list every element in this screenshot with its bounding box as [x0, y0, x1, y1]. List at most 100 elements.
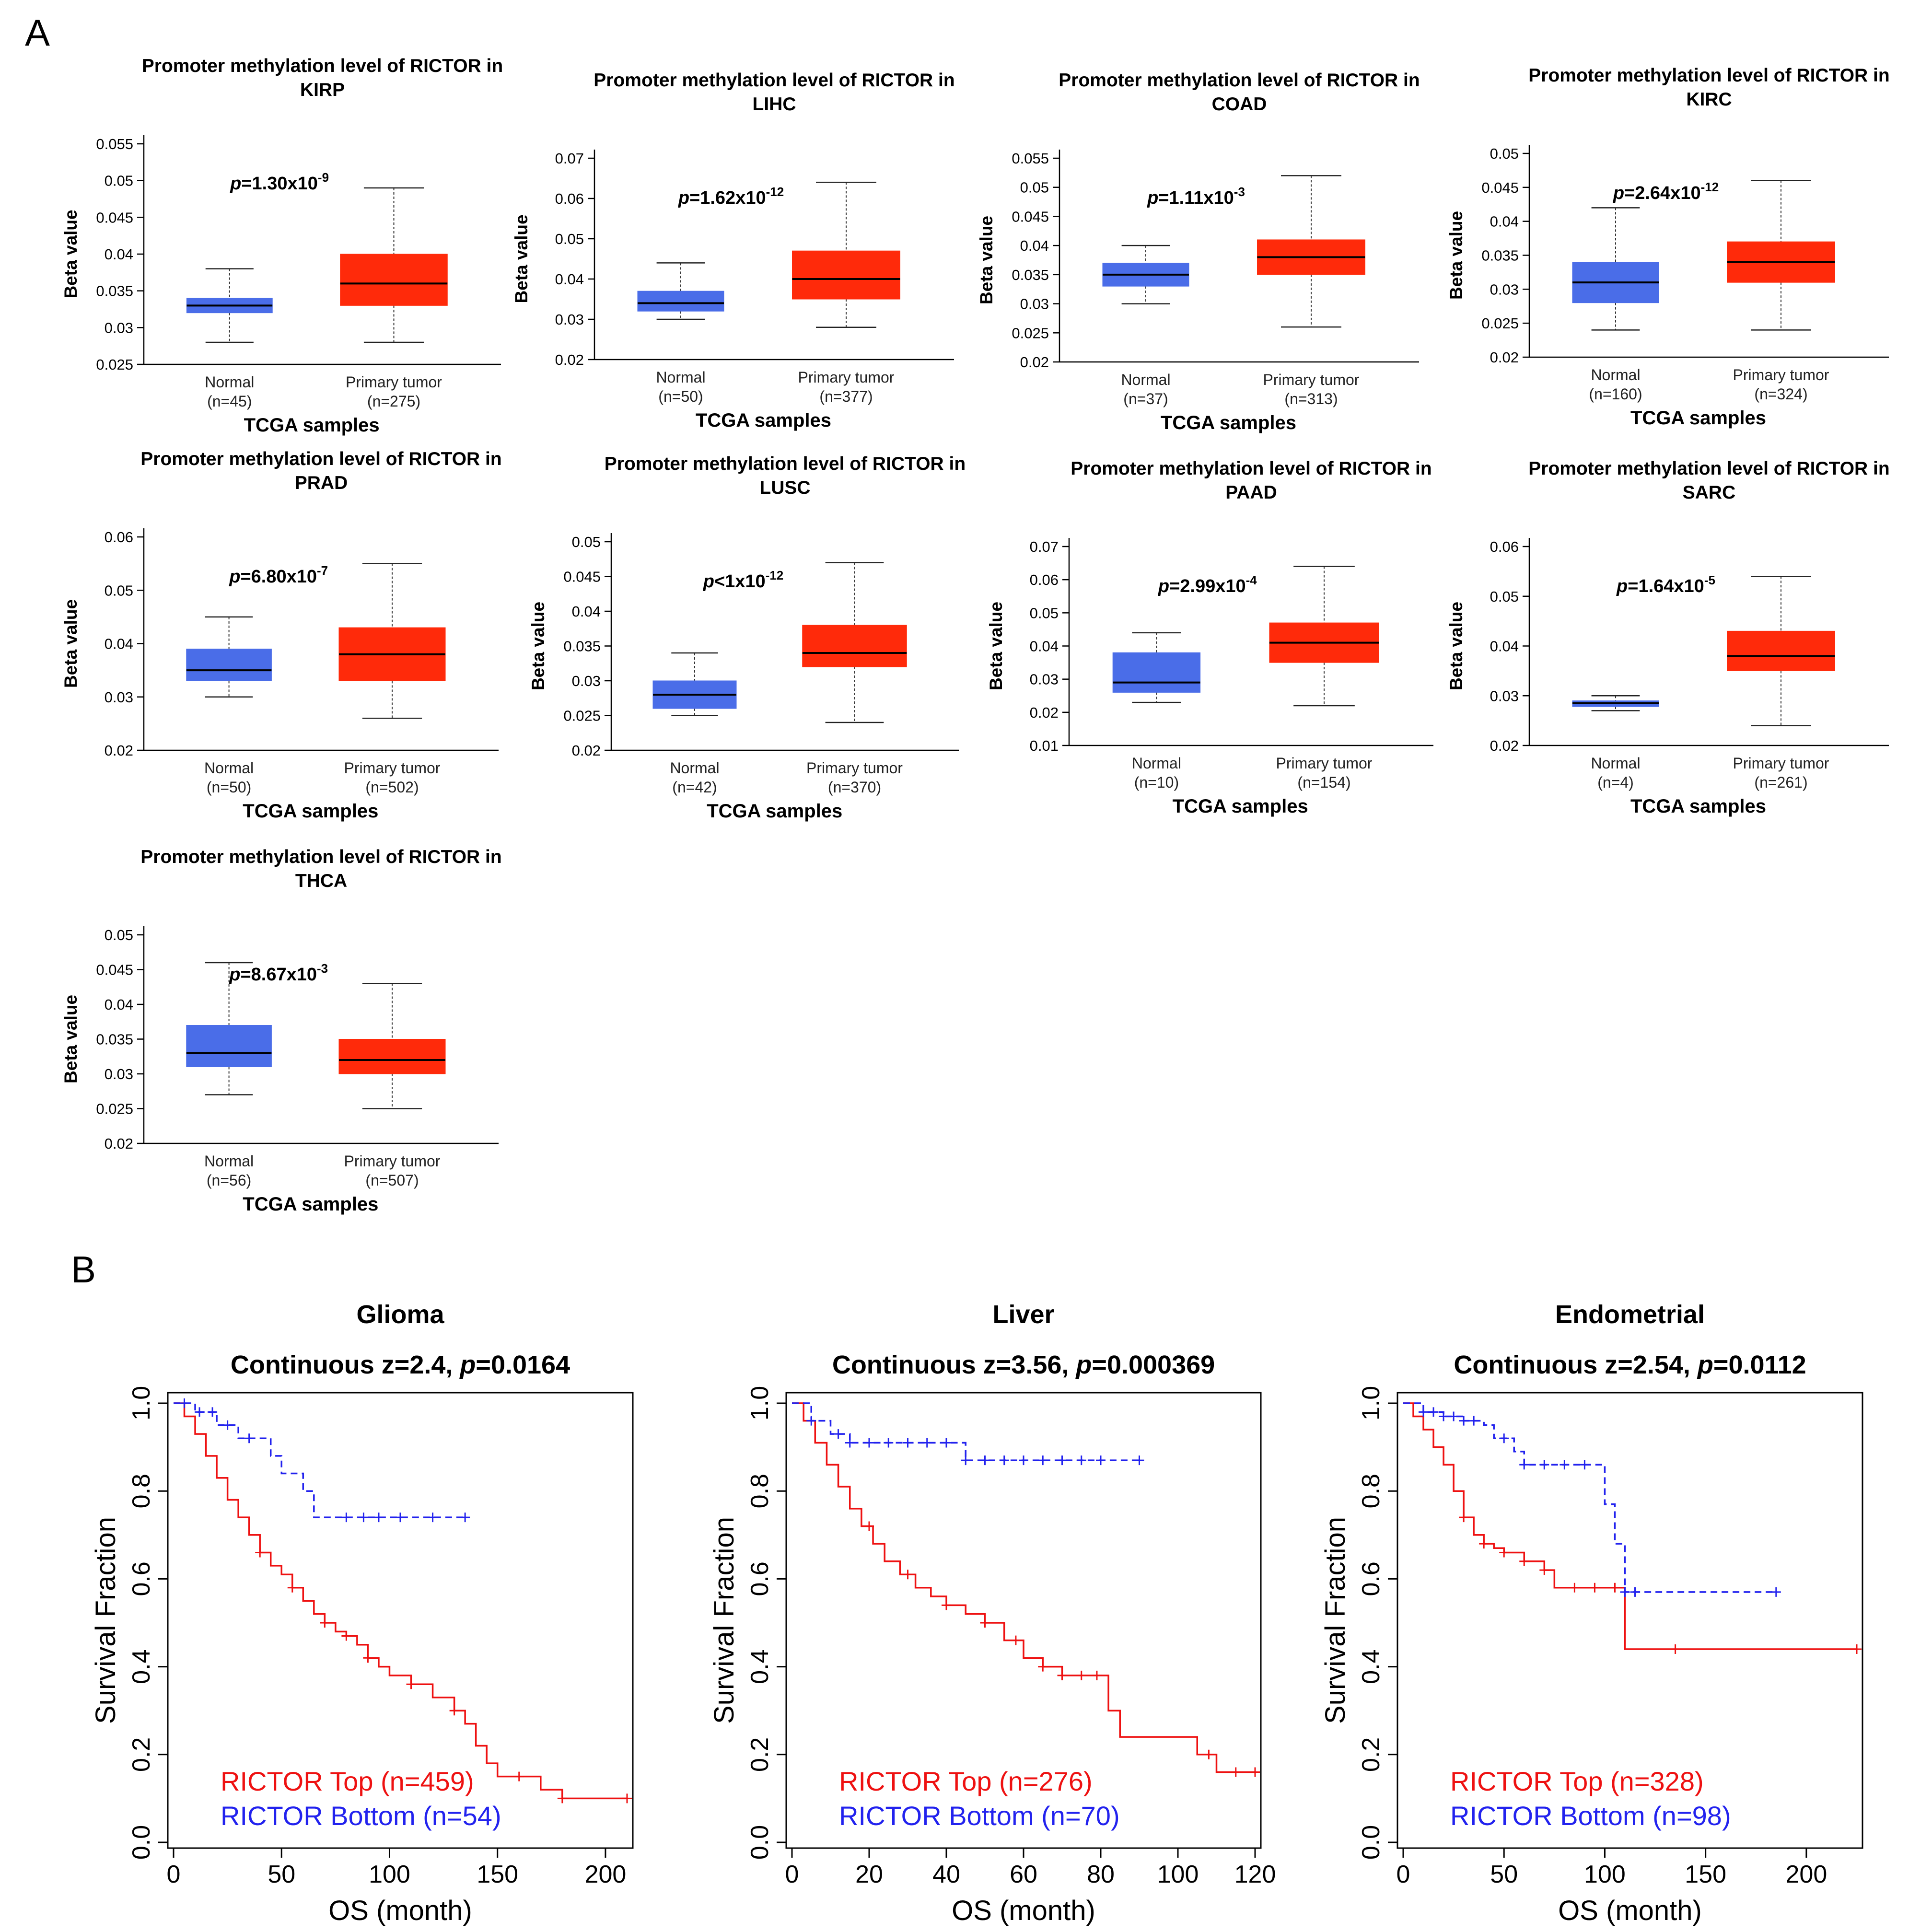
category-label: Normal — [1591, 755, 1640, 772]
y-axis-label: Beta value — [977, 216, 996, 304]
censor-mark — [903, 1570, 913, 1580]
p-value-exponent: -3 — [317, 961, 328, 976]
y-tick-label: 1.0 — [1357, 1386, 1385, 1420]
y-tick-label: 0.03 — [105, 1066, 133, 1082]
censor-mark — [359, 1513, 369, 1523]
km-subtitle-pvalue: =0.0164 — [476, 1350, 570, 1379]
x-tick-label: 150 — [1685, 1861, 1726, 1888]
km-plot-liver: Liver Continuous z=3.56, p=0.000369 0.0 0.2… — [709, 1300, 1276, 1926]
censor-mark — [1076, 1455, 1086, 1466]
censor-mark — [557, 1793, 567, 1804]
category-label: Normal — [204, 1152, 254, 1170]
censor-mark — [1439, 1411, 1449, 1421]
censor-mark — [1539, 1565, 1549, 1575]
boxplot-thca: Promoter methylation level of RICTOR in T… — [61, 847, 502, 1215]
y-axis-label: Beta value — [528, 602, 548, 690]
p-value-prefix: p — [1616, 576, 1628, 596]
y-tick-label: 0.02 — [105, 1135, 133, 1152]
x-tick-label: 80 — [1087, 1861, 1115, 1888]
censor-mark — [1560, 1460, 1570, 1470]
survival-curve-bottom — [792, 1402, 1140, 1461]
chart-title-cancer: KIRC — [1686, 89, 1732, 110]
category-n-label: (n=37) — [1123, 390, 1168, 407]
y-tick-label: 0.025 — [563, 708, 601, 724]
censor-mark — [1570, 1583, 1580, 1593]
y-tick-label: 0.0 — [746, 1825, 774, 1860]
category-label: Normal — [670, 759, 719, 777]
km-title: Liver — [992, 1300, 1054, 1329]
km-subtitle-pvalue: =0.000369 — [1092, 1350, 1215, 1379]
y-tick-label: 0.2 — [746, 1737, 774, 1772]
p-value-label: p=1.64x10-5 — [1616, 573, 1715, 596]
x-tick-label: 20 — [855, 1861, 883, 1888]
y-tick-label: 0.025 — [96, 356, 133, 373]
chart-title-cancer: COAD — [1212, 94, 1267, 115]
chart-title: Promoter methylation level of RICTOR in — [140, 847, 501, 867]
km-subtitle: Continuous z=2.4, p=0.0164 — [231, 1350, 570, 1379]
box-tumor — [802, 562, 907, 723]
censor-mark — [244, 1433, 254, 1443]
censor-mark — [1449, 1411, 1459, 1421]
category-label: Normal — [205, 373, 254, 391]
p-value-exponent: -5 — [1704, 573, 1715, 587]
category-label: Primary tumor — [1733, 755, 1829, 772]
chart-title: Promoter methylation level of RICTOR in — [605, 454, 966, 474]
y-tick-label: 0.05 — [572, 534, 601, 550]
censor-mark — [341, 1631, 351, 1641]
censor-mark — [373, 1513, 384, 1523]
p-value-text: =1.30x10 — [241, 174, 318, 194]
censor-mark — [1019, 1455, 1028, 1466]
category-n-label: (n=56) — [207, 1172, 251, 1189]
censor-mark — [1771, 1587, 1781, 1597]
km-subtitle-text: Continuous z=2.4, — [231, 1350, 460, 1379]
p-value-prefix: p — [229, 567, 240, 587]
censor-mark — [1519, 1556, 1529, 1566]
legend-top: RICTOR Top (n=459) — [221, 1766, 474, 1796]
y-axis-label: Beta value — [986, 602, 1006, 690]
censor-mark — [942, 1438, 951, 1448]
category-n-label: (n=261) — [1754, 774, 1807, 791]
legend-bottom: RICTOR Bottom (n=70) — [839, 1801, 1120, 1831]
p-value-exponent: -12 — [1701, 180, 1719, 194]
censor-mark — [1134, 1455, 1144, 1466]
p-value-text: =1.64x10 — [1628, 576, 1704, 596]
box-normal — [652, 652, 737, 716]
censor-mark — [1630, 1587, 1640, 1597]
p-value-label: p=1.30x10-9 — [230, 170, 329, 194]
y-tick-label: 0.04 — [105, 996, 133, 1013]
category-n-label: (n=502) — [365, 779, 419, 796]
censor-mark — [1250, 1767, 1260, 1777]
p-value-label: p=2.99x10-4 — [1158, 573, 1257, 596]
y-tick-label: 0.6 — [1357, 1561, 1385, 1596]
censor-mark — [1038, 1662, 1048, 1672]
p-value-text: =1.11x10 — [1158, 188, 1234, 208]
y-tick-label: 0.035 — [1012, 267, 1049, 283]
censor-mark — [514, 1771, 524, 1781]
category-n-label: (n=275) — [367, 393, 420, 410]
y-tick-label: 0.05 — [1020, 179, 1049, 196]
chart-title-cancer: THCA — [295, 871, 347, 891]
y-tick-label: 0.02 — [1490, 737, 1519, 754]
censor-mark — [942, 1600, 951, 1610]
x-tick-label: 100 — [1584, 1861, 1626, 1888]
x-tick-label: 150 — [477, 1861, 518, 1888]
panel-label-b: B — [71, 1248, 96, 1291]
p-value-prefix: p — [230, 174, 241, 194]
box-normal — [1112, 632, 1201, 703]
box-normal — [637, 262, 724, 320]
y-axis-label: Survival Fraction — [709, 1517, 740, 1724]
x-tick-label: 120 — [1234, 1861, 1276, 1888]
chart-title-cancer: LIHC — [753, 94, 796, 115]
iqr-box — [792, 250, 900, 300]
p-value-exponent: -3 — [1234, 185, 1245, 199]
km-title: Glioma — [356, 1300, 444, 1329]
y-tick-label: 0.06 — [1030, 571, 1059, 588]
censor-mark — [1092, 1670, 1102, 1680]
x-axis-label: TCGA samples — [1161, 412, 1296, 433]
censor-mark — [980, 1455, 990, 1466]
y-tick-label: 0.04 — [105, 636, 133, 652]
category-n-label: (n=50) — [207, 779, 251, 796]
censor-mark — [1459, 1416, 1469, 1426]
x-tick-label: 200 — [585, 1861, 627, 1888]
panel-label-a: A — [25, 12, 50, 54]
